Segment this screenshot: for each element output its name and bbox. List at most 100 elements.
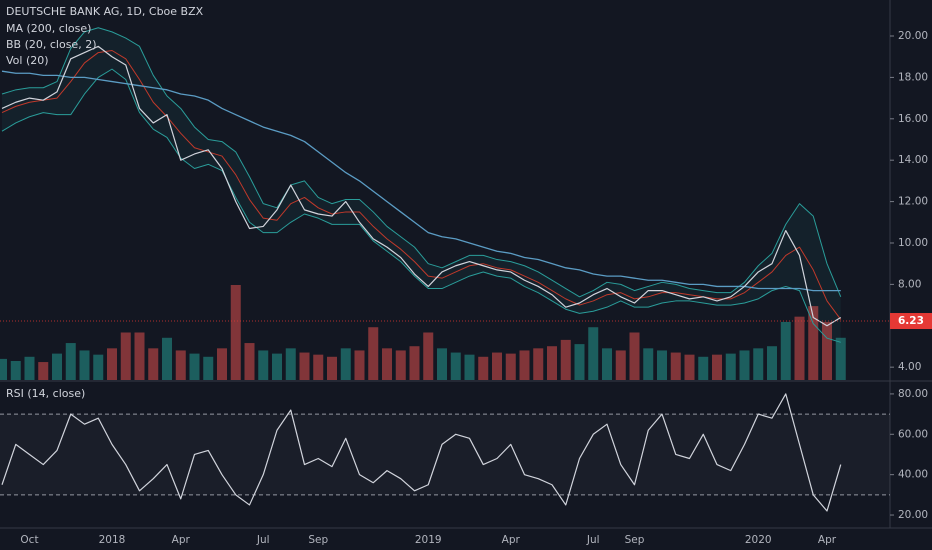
legend-bb: BB (20, close, 2) xyxy=(6,38,97,51)
volume-bar xyxy=(134,332,145,380)
y-tick-label: 16.00 xyxy=(898,113,928,125)
volume-bar xyxy=(437,348,447,380)
volume-bar xyxy=(0,358,7,380)
x-tick-label: Apr xyxy=(818,534,837,546)
chart-title: DEUTSCHE BANK AG, 1D, Cboe BZX xyxy=(6,5,204,18)
volume-bar xyxy=(189,353,200,380)
volume-bar xyxy=(753,348,764,380)
x-tick-label: Jul xyxy=(256,534,270,546)
bb-fill xyxy=(2,27,841,343)
volume-bar xyxy=(794,316,805,380)
volume-bar xyxy=(560,339,571,380)
x-tick-label: 2018 xyxy=(99,534,126,546)
last-price-label: 6.23 xyxy=(898,315,924,327)
x-tick-label: Apr xyxy=(502,534,521,546)
volume-bar xyxy=(148,348,159,380)
price-line xyxy=(1,45,842,327)
volume-bar xyxy=(175,350,186,380)
x-tick-label: 2020 xyxy=(745,534,772,546)
volume-bar xyxy=(230,285,241,380)
volume-bar xyxy=(464,354,475,380)
volume-bar xyxy=(272,353,282,380)
volume-bar xyxy=(423,332,434,380)
ma-line xyxy=(1,70,841,292)
volume-bar xyxy=(478,356,489,380)
volume-bar xyxy=(629,332,640,380)
volume-bar xyxy=(107,348,117,380)
volume-bar xyxy=(258,350,269,380)
volume-bar xyxy=(313,354,324,380)
x-tick-label: Oct xyxy=(20,534,38,546)
rsi-tick-label: 40.00 xyxy=(898,469,928,481)
volume-bar xyxy=(547,346,557,380)
x-tick-label: 2019 xyxy=(415,534,442,546)
legend-vol: Vol (20) xyxy=(6,54,49,67)
volume-bar xyxy=(588,327,599,380)
volume-bar xyxy=(739,350,750,380)
volume-bar xyxy=(52,353,62,380)
volume-bar xyxy=(822,321,832,380)
volume-bar xyxy=(533,348,544,380)
x-tick-label: Sep xyxy=(308,534,328,546)
volume-bar xyxy=(780,321,791,380)
volume-bar xyxy=(162,337,172,380)
volume-bar xyxy=(725,353,736,380)
y-tick-label: 8.00 xyxy=(898,278,921,290)
last-price-box xyxy=(890,313,932,330)
volume-bar xyxy=(450,352,461,380)
volume-bar xyxy=(24,356,35,380)
legend-rsi: RSI (14, close) xyxy=(6,387,85,400)
volume-bar xyxy=(382,348,392,380)
y-tick-label: 12.00 xyxy=(898,196,928,208)
rsi-band-fill xyxy=(0,414,890,495)
x-tick-label: Sep xyxy=(625,534,645,546)
volume-bar xyxy=(93,354,104,380)
y-tick-label: 18.00 xyxy=(898,71,928,83)
x-tick-label: Jul xyxy=(586,534,600,546)
volume-bar xyxy=(808,306,819,380)
x-tick-label: Apr xyxy=(172,534,191,546)
y-tick-label: 10.00 xyxy=(898,237,928,249)
volume-bar xyxy=(217,348,227,380)
volume-bar xyxy=(10,361,21,380)
volume-bar xyxy=(670,352,681,380)
volume-bar xyxy=(395,350,406,380)
rsi-tick-label: 60.00 xyxy=(898,428,928,440)
plot-layer: 4.00 8.00 10.00 12.00 14.00 16.00 18.00 20.00 6.… xyxy=(0,27,932,546)
y-tick-label: 4.00 xyxy=(898,361,921,373)
volume-bar xyxy=(203,356,214,380)
volume-bar xyxy=(492,352,502,380)
bb-basis xyxy=(1,50,842,320)
rsi-tick-label: 20.00 xyxy=(898,509,928,521)
y-tick-label: 14.00 xyxy=(898,154,928,166)
volume-bar xyxy=(519,350,530,380)
volume-bar xyxy=(505,353,516,380)
volume-bar xyxy=(38,362,49,380)
volume-bar xyxy=(354,350,365,380)
volume-bar xyxy=(65,343,76,380)
volume-bar xyxy=(657,350,667,380)
volume-bar xyxy=(244,343,255,380)
volume-bar xyxy=(340,348,351,380)
rsi-line xyxy=(1,393,842,512)
volume-bar xyxy=(285,348,296,380)
volume-bar xyxy=(615,350,626,380)
volume-bar xyxy=(712,354,722,380)
volume-bar xyxy=(684,354,695,380)
volume-bar xyxy=(767,346,777,380)
volume-bar xyxy=(698,356,709,380)
volume-bar xyxy=(79,350,90,380)
rsi-tick-label: 80.00 xyxy=(898,388,928,400)
y-tick-label: 20.00 xyxy=(898,30,928,42)
volume-bar xyxy=(327,356,337,380)
volume-bar xyxy=(602,348,612,380)
volume-bar xyxy=(368,327,379,380)
bb-lower xyxy=(1,68,841,343)
legend-ma: MA (200, close) xyxy=(6,22,91,35)
volume-bar xyxy=(409,346,420,380)
volume-bar xyxy=(835,337,846,380)
bb-upper xyxy=(1,27,842,298)
volume-bar xyxy=(574,344,585,380)
